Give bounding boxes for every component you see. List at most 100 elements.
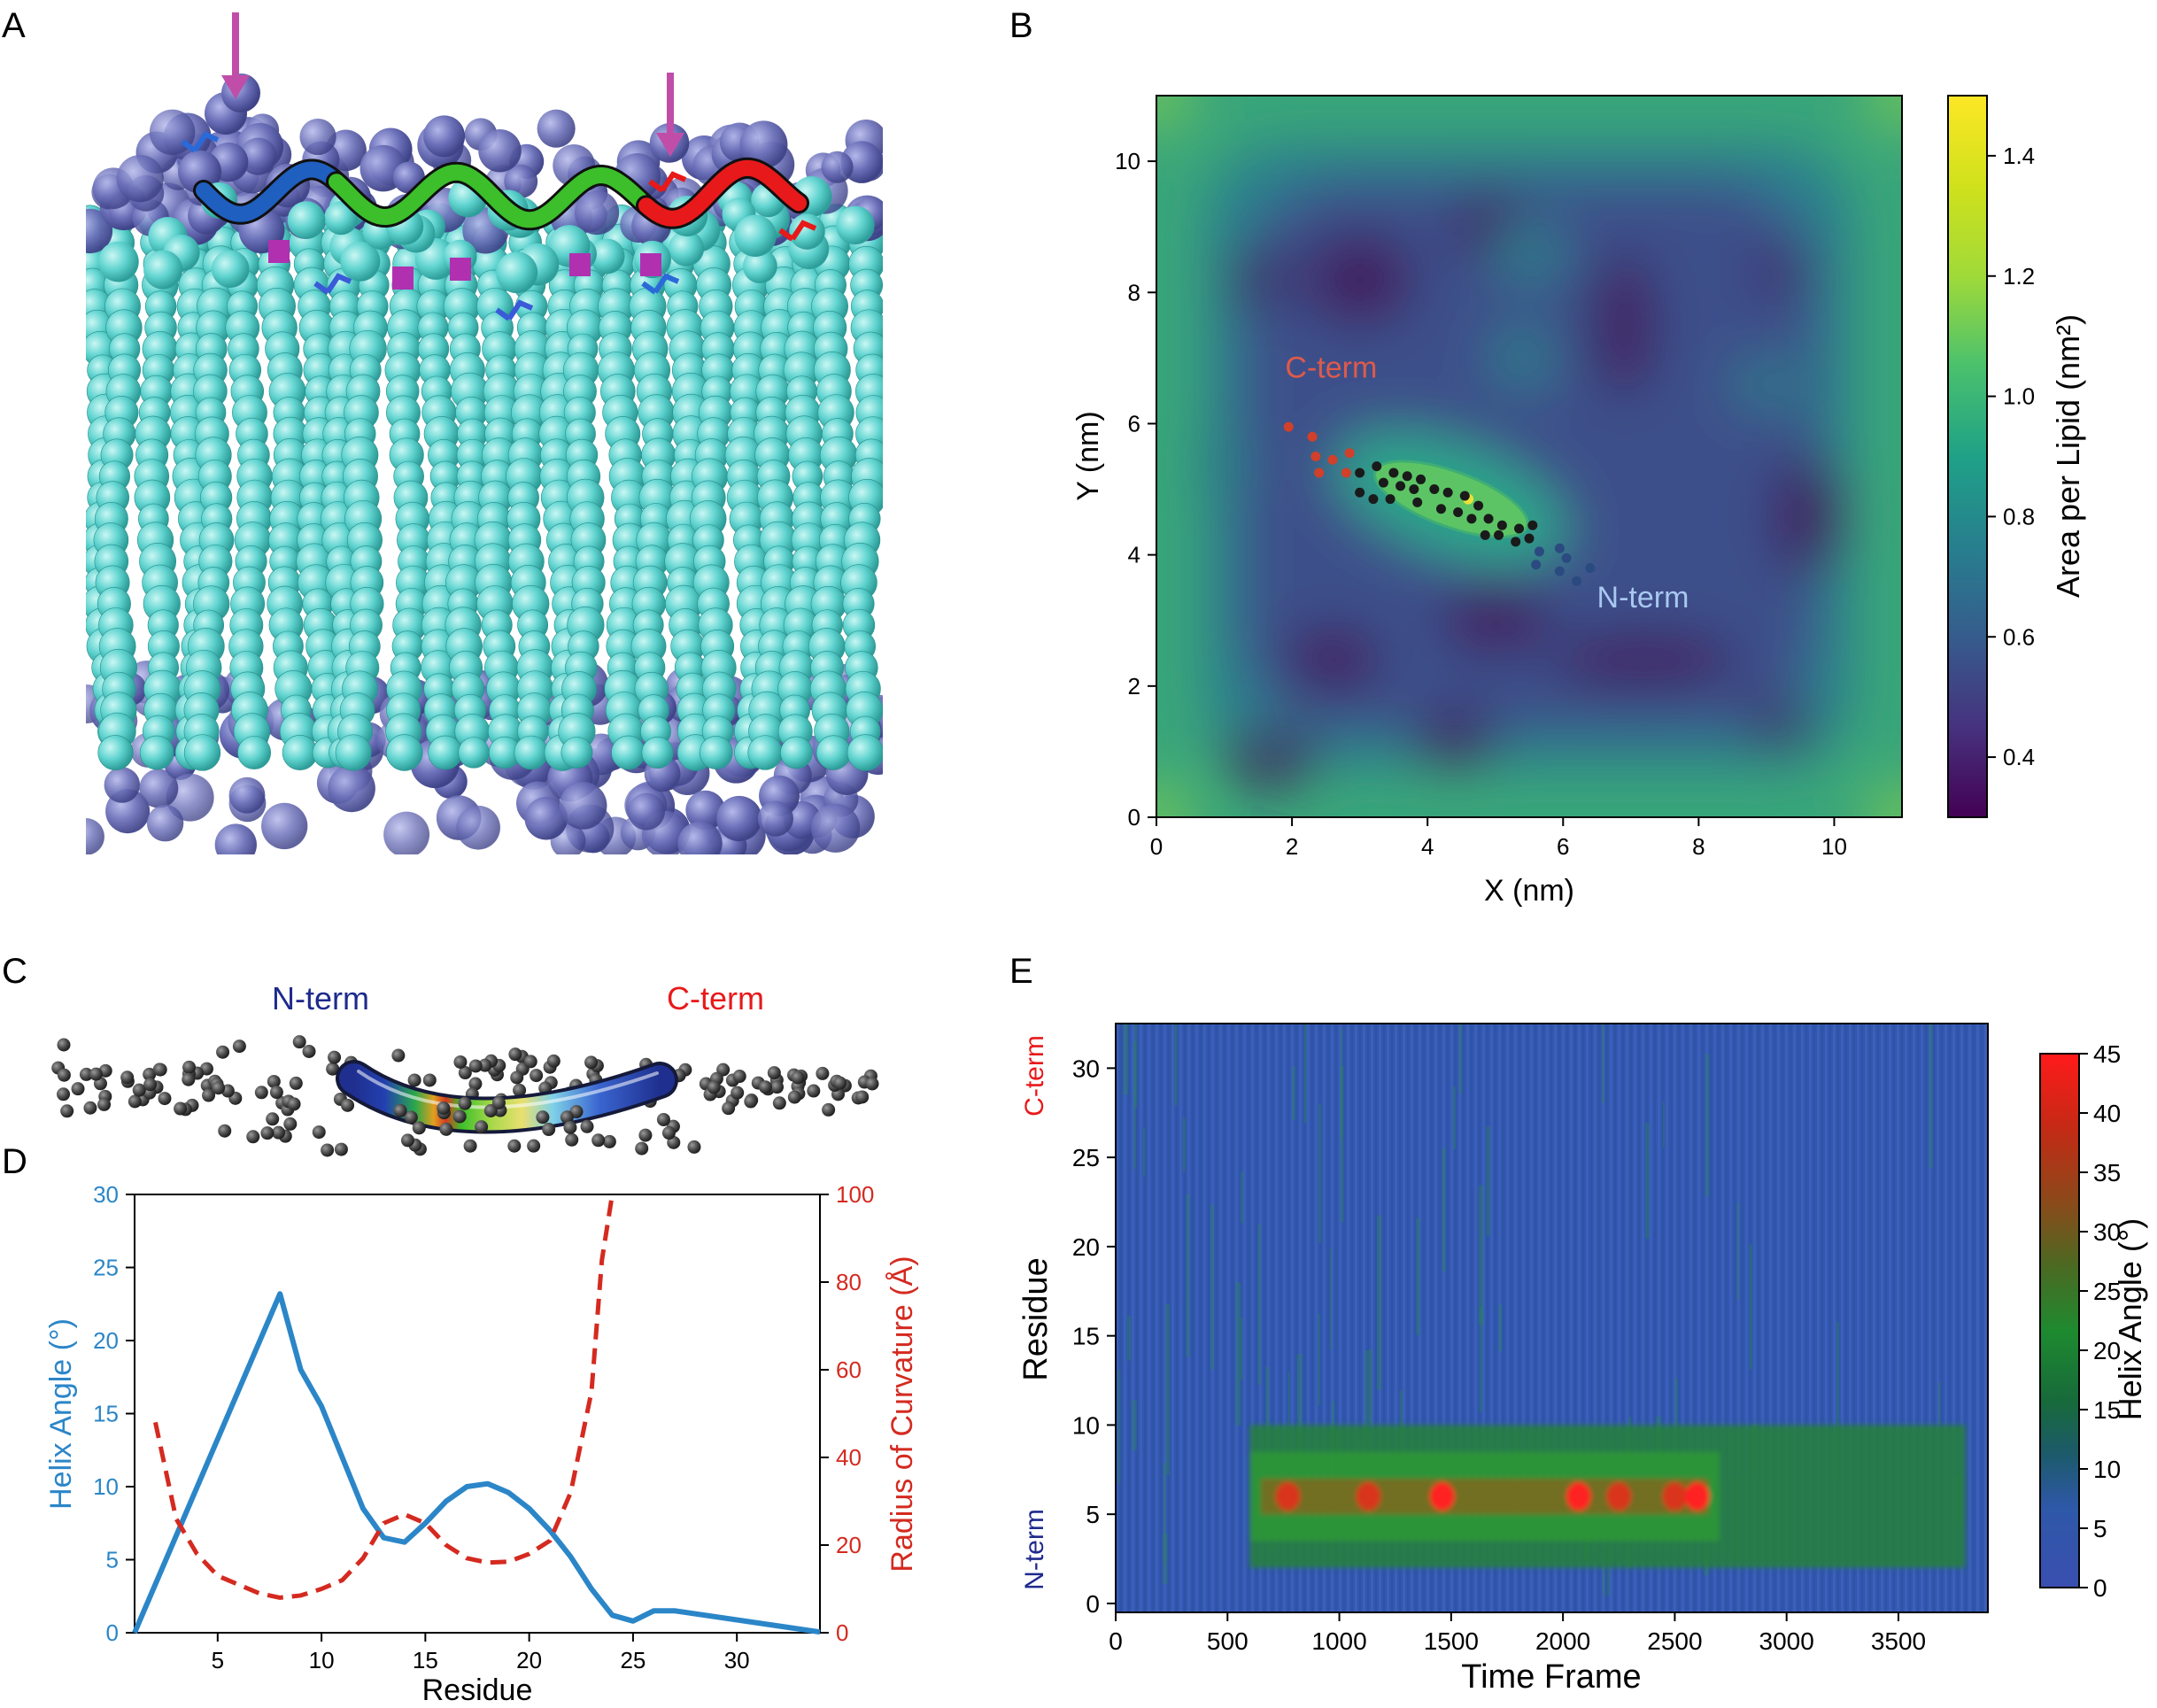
- y-right-tick-label: 80: [836, 1269, 862, 1295]
- x-axis-label: Time Frame: [1461, 1658, 1641, 1696]
- phosphate-bead: [458, 1066, 472, 1080]
- hot-spot: [1684, 1482, 1710, 1511]
- angle-fluctuation: [1182, 1117, 1186, 1171]
- colorbar-tick-label: 0.6: [2003, 623, 2035, 650]
- headgroup-bead: [146, 804, 184, 842]
- y-tick-label: 10: [1115, 148, 1140, 174]
- residue-point: [1496, 520, 1507, 530]
- phosphate-bead: [475, 1120, 489, 1134]
- y-axis-label: Residue: [1017, 1257, 1055, 1380]
- hot-spot: [1429, 1482, 1455, 1511]
- phosphate-bead: [483, 1103, 498, 1117]
- phosphate-bead: [772, 1096, 786, 1110]
- x-tick-label: 3000: [1759, 1627, 1814, 1655]
- angle-fluctuation: [1486, 1125, 1490, 1237]
- residue-point: [1355, 468, 1365, 478]
- residue-positions: [1283, 421, 1596, 586]
- y-axis-label: Y (nm): [1071, 411, 1105, 500]
- nterm-annotation: N-term: [1597, 581, 1689, 614]
- y-left-tick-label: 30: [93, 1181, 119, 1208]
- low-area-spot: [1773, 456, 1841, 575]
- headgroup-bead: [139, 769, 179, 808]
- nterm-residue-point: [1572, 576, 1582, 586]
- low-area-spot: [1441, 587, 1550, 653]
- nterm-label: N-term: [272, 980, 369, 1016]
- arrow-right-head: [656, 133, 684, 157]
- phosphate-bead: [437, 1101, 451, 1115]
- helix-angle-line: [132, 1291, 821, 1635]
- arrow-left-head: [221, 75, 250, 99]
- glycerol-bead: [789, 213, 825, 250]
- glycerol-bead: [287, 201, 326, 239]
- phosphate-bead: [326, 1062, 340, 1076]
- y-left-tick-label: 20: [93, 1327, 119, 1354]
- residue-point: [1473, 500, 1484, 511]
- x-tick-label: 2: [1286, 833, 1298, 860]
- glycerol-bead: [496, 251, 538, 294]
- phosphate-bead: [527, 1139, 541, 1153]
- phosphate-bead: [79, 1067, 93, 1081]
- phosphate-bead: [458, 1096, 472, 1110]
- series: [132, 1194, 821, 1635]
- residue-point: [1483, 514, 1494, 524]
- hydrophobic-sidechain: [392, 267, 414, 290]
- residue-point: [1494, 529, 1504, 540]
- hydrophobic-sidechain: [569, 253, 591, 276]
- phosphate-bead: [267, 1074, 281, 1088]
- angle-fluctuation: [1292, 1066, 1295, 1120]
- angle-fluctuation: [1415, 1217, 1420, 1335]
- phosphate-bead: [97, 1097, 112, 1111]
- residue-point: [1395, 481, 1406, 491]
- phosphate-bead: [452, 1109, 467, 1124]
- angle-fluctuation: [1340, 1028, 1343, 1138]
- phosphate-bead: [635, 1141, 649, 1155]
- low-area-spot: [1231, 252, 1286, 306]
- colorbar-tick-label: 5: [2093, 1515, 2107, 1542]
- low-area-spot: [1550, 633, 1739, 686]
- radius-of-curvature-line: [153, 1194, 615, 1600]
- panel-letter-d: D: [2, 1142, 27, 1181]
- sidechain-stick: [641, 273, 680, 295]
- cterm-residue-point: [1341, 468, 1351, 478]
- phosphate-bead: [266, 1112, 280, 1126]
- panel-letter-c: C: [2, 952, 27, 991]
- residue-point: [1459, 491, 1470, 501]
- phosphate-bead: [57, 1087, 71, 1101]
- mid-area-spot: [1732, 358, 1800, 411]
- helix-curvature-render: N-term C-term: [51, 980, 879, 1157]
- tail-bead: [514, 735, 549, 770]
- insertion-arrows: [221, 12, 684, 157]
- residue-point: [1412, 497, 1423, 507]
- phosphate-bead: [246, 1130, 260, 1144]
- angle-fluctuation: [1836, 1321, 1839, 1480]
- hydrophobic-sidechain: [640, 253, 661, 276]
- x-tick-label: 5: [212, 1647, 224, 1673]
- x-tick-label: 0: [1150, 833, 1163, 860]
- phosphate-bead: [328, 1050, 342, 1064]
- headgroup-bead: [86, 818, 104, 854]
- phosphate-bead: [770, 1080, 785, 1094]
- phosphate-bead: [57, 1068, 71, 1082]
- phosphate-bead: [463, 1139, 477, 1153]
- glycerol-bead: [211, 250, 250, 289]
- colorbar-tick-label: 35: [2093, 1159, 2121, 1186]
- phosphate-bead: [732, 1070, 746, 1084]
- colorbar-tick-label: 40: [2093, 1100, 2121, 1127]
- angle-fluctuation: [1749, 1244, 1753, 1370]
- angle-fluctuation: [1340, 1065, 1344, 1223]
- angle-fluctuation: [1165, 1303, 1171, 1476]
- phosphate-bead: [687, 1140, 701, 1154]
- x-tick-label: 8: [1692, 833, 1705, 860]
- phosphate-bead: [174, 1101, 188, 1116]
- colorbar-tick-label: 15: [2093, 1396, 2121, 1424]
- low-area-spot: [1593, 252, 1655, 398]
- phosphate-bead: [212, 1081, 226, 1095]
- colorbar-tick-label: 0.4: [2003, 744, 2035, 770]
- residue-point: [1435, 504, 1446, 514]
- field-blur: [1156, 96, 1902, 817]
- y-right-axis-label: Radius of Curvature (Å): [885, 1256, 919, 1572]
- y-tick-label: 25: [1072, 1144, 1100, 1171]
- phosphate-bead: [216, 1045, 230, 1059]
- colorbar-tick-label: 1.4: [2003, 143, 2035, 169]
